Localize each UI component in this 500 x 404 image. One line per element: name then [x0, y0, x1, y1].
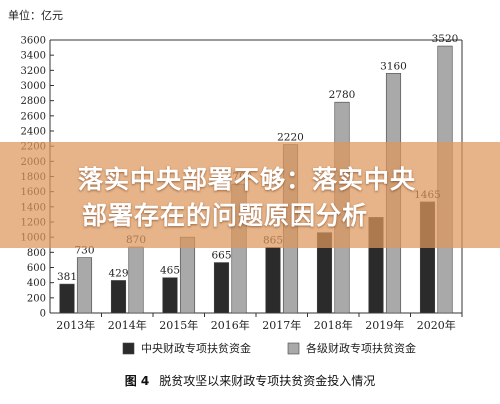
y-tick-label: 800 [27, 248, 46, 259]
legend-swatch [287, 342, 300, 355]
legend-label: 中央财政专项扶贫资金 [141, 341, 251, 355]
legend: 中央财政专项扶贫资金 各级财政专项扶贫资金 [122, 341, 416, 355]
y-tick-label: 600 [27, 263, 46, 274]
y-tick-label: 0 [40, 309, 46, 320]
bar [213, 262, 230, 314]
y-tick-label: 3600 [21, 36, 46, 47]
bar [110, 280, 127, 314]
y-tick-label: 2400 [21, 127, 46, 138]
data-label: 381 [57, 271, 77, 283]
y-tick-label: 3400 [21, 51, 46, 62]
data-label: 465 [160, 265, 180, 277]
overlay-banner: 落实中央部署不够：落实中央 部署存在的问题原因分析 [0, 142, 500, 248]
bar [128, 246, 144, 314]
x-tick-label: 2019年 [365, 318, 404, 332]
x-tick-label: 2015年 [159, 318, 198, 332]
x-tick-label: 2018年 [314, 318, 353, 332]
banner-line-2: 部署存在的问题原因分析 [82, 201, 369, 230]
y-tick-label: 200 [27, 293, 46, 304]
figure-caption: 图 4 脱贫攻坚以来财政专项扶贫资金投入情况 [0, 372, 500, 389]
y-tick-label: 400 [27, 278, 46, 289]
x-tick-label: 2013年 [56, 318, 95, 332]
banner-line-1: 落实中央部署不够：落实中央 [78, 165, 417, 194]
bar [76, 257, 93, 314]
data-label: 2220 [277, 132, 304, 144]
figure-caption-text: 脱贫攻坚以来财政专项扶贫资金投入情况 [159, 374, 376, 388]
unit-label: 单位：亿元 [8, 8, 63, 22]
x-tick-label: 2014年 [108, 318, 147, 332]
legend-label: 各级财政专项扶贫资金 [306, 341, 416, 355]
data-label: 665 [211, 250, 231, 262]
data-label: 429 [108, 267, 128, 279]
bar [162, 277, 178, 314]
x-tick-label: 2017年 [262, 318, 301, 332]
x-tick-label: 2020年 [417, 318, 456, 332]
y-tick-label: 3200 [21, 66, 46, 77]
bar [265, 247, 281, 314]
y-tick-label: 2600 [21, 111, 46, 122]
bar [59, 283, 75, 314]
y-tick-label: 2800 [21, 96, 46, 107]
data-label: 3160 [380, 60, 407, 72]
bar [179, 236, 196, 314]
data-label: 3520 [432, 33, 459, 45]
y-tick-label: 3000 [21, 81, 46, 92]
data-label: 2780 [329, 89, 356, 101]
figure-number: 图 4 [124, 374, 150, 388]
x-tick-label: 2016年 [211, 318, 250, 332]
legend-swatch [122, 342, 135, 355]
